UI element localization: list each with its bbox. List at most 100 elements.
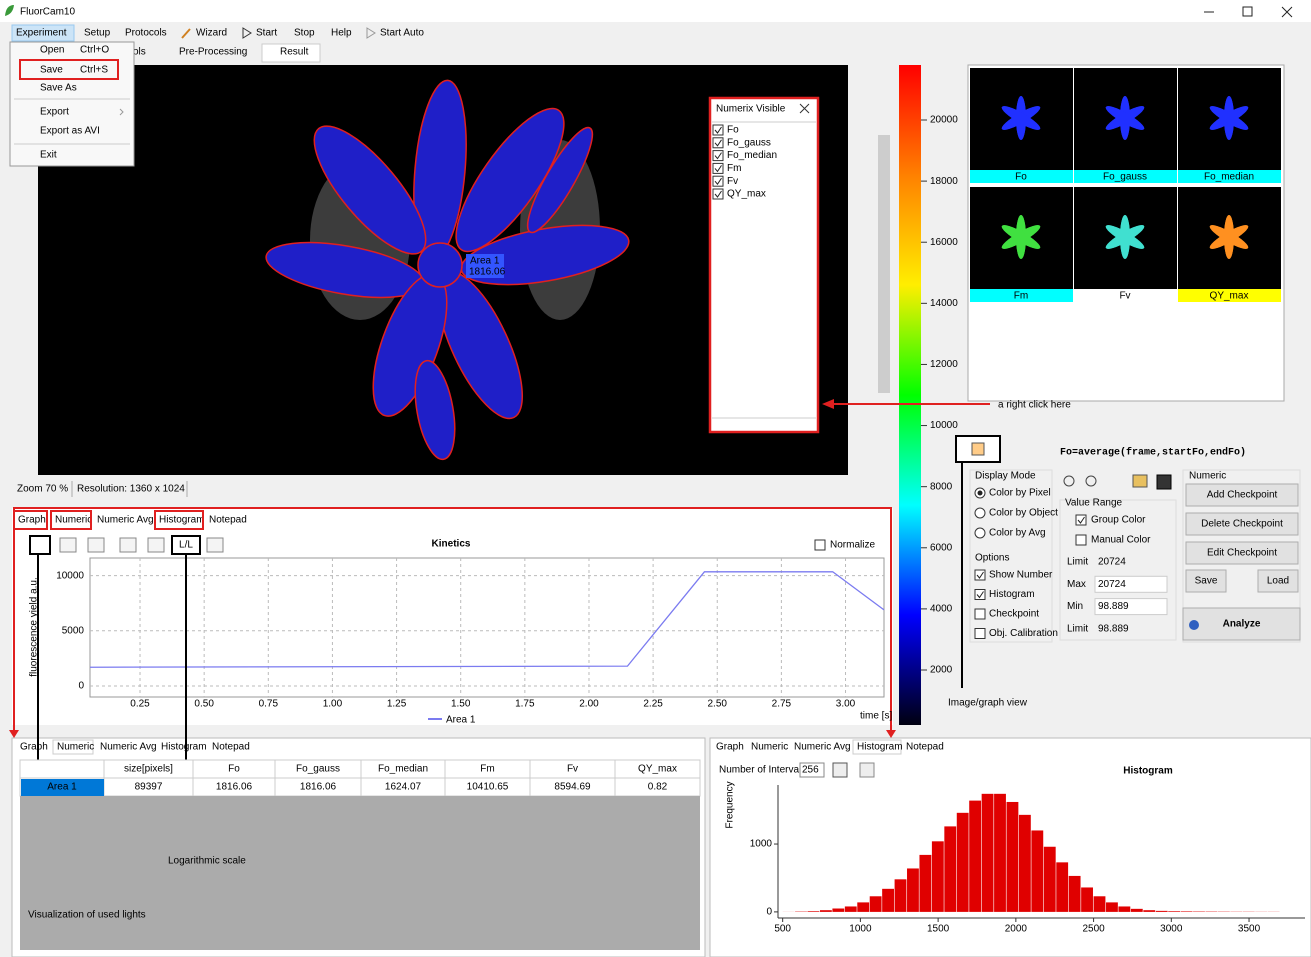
zoom-button[interactable] (1085, 475, 1097, 487)
numerix-item[interactable]: Fv (727, 176, 738, 187)
checkbox[interactable] (974, 589, 986, 600)
menu-item[interactable]: Export (40, 107, 69, 118)
radio[interactable] (974, 507, 986, 519)
menu-item[interactable]: Save As (40, 83, 77, 94)
checkbox[interactable] (974, 628, 986, 639)
group-title: Options (975, 553, 1009, 564)
open-button[interactable] (1132, 474, 1148, 488)
table-header: size[pixels] (124, 764, 173, 775)
tab[interactable]: Histogram (159, 515, 205, 526)
thumbnail-plant (1105, 225, 1145, 249)
input-field[interactable] (799, 762, 825, 778)
checkbox[interactable] (1075, 534, 1087, 546)
color-scale-tick-label: 20000 (930, 115, 958, 126)
menu-item[interactable]: Save (40, 65, 63, 76)
group-title: Value Range (1065, 498, 1123, 509)
menu-item[interactable]: Export as AVI (40, 126, 100, 137)
lights-button[interactable] (29, 535, 51, 555)
button[interactable] (1185, 512, 1299, 536)
scrollbar-thumb[interactable] (878, 135, 890, 393)
tab[interactable]: Numeric Avg (97, 515, 154, 526)
radio[interactable] (974, 527, 986, 539)
tab[interactable]: Numeric (55, 515, 92, 526)
checkbox[interactable] (712, 137, 724, 149)
table-cell: 1816.06 (300, 782, 337, 793)
numerix-item[interactable]: Fo_median (727, 150, 777, 161)
button[interactable] (1257, 569, 1299, 593)
menu-item[interactable]: Wizard (196, 28, 227, 39)
arrowhead (822, 399, 834, 409)
thumbnail-plant (1209, 106, 1249, 130)
maximize-button[interactable] (1242, 6, 1253, 17)
toolbar-button[interactable] (147, 537, 165, 553)
field-label: Limit (1067, 557, 1088, 568)
save-icon-button[interactable] (1156, 474, 1172, 490)
toolbar-button[interactable] (859, 762, 875, 778)
tab[interactable]: Pre-Processing (179, 47, 247, 58)
tab[interactable]: Graph (18, 515, 46, 526)
button[interactable] (1185, 483, 1299, 507)
checkbox[interactable] (712, 188, 724, 200)
toolbar-button[interactable] (206, 537, 224, 553)
checkbox-label: Histogram (989, 589, 1035, 600)
numerix-item[interactable]: Fo_gauss (727, 137, 771, 148)
tab[interactable]: Numeric (57, 742, 94, 753)
zoom-button[interactable] (1063, 475, 1075, 487)
menu-item[interactable]: Start Auto (380, 28, 424, 39)
menu-item[interactable]: Exit (40, 150, 57, 161)
menu-item[interactable]: Experiment (16, 28, 67, 39)
checkbox[interactable] (974, 608, 986, 620)
thumbnail-label: Fo_gauss (1103, 172, 1147, 183)
check-mark (714, 139, 722, 147)
checkbox[interactable] (712, 175, 724, 187)
color-scale-tick-label: 8000 (930, 481, 953, 492)
toolbar-button[interactable] (119, 537, 137, 553)
menu-item[interactable]: Stop (294, 28, 315, 39)
toolbar-button[interactable] (832, 762, 848, 778)
histogram-bar (869, 896, 882, 912)
numerix-item[interactable]: Fm (727, 163, 741, 174)
tab[interactable]: Numeric Avg (794, 742, 851, 753)
histogram-bar (1018, 814, 1031, 912)
checkbox-label: Checkpoint (989, 609, 1039, 620)
tab[interactable]: ols (133, 47, 146, 58)
histogram-bar (1155, 910, 1168, 912)
menu-item[interactable]: Open (40, 45, 64, 56)
numerix-item[interactable]: Fo (727, 125, 739, 136)
tab[interactable]: Graph (716, 742, 744, 753)
numerix-item[interactable]: QY_max (727, 189, 766, 200)
histogram-bar (882, 888, 894, 912)
checkbox[interactable] (712, 162, 724, 174)
menu-item[interactable]: Protocols (125, 28, 167, 39)
button[interactable] (1185, 569, 1227, 593)
tab[interactable]: Notepad (212, 742, 250, 753)
menu-item[interactable]: Setup (84, 28, 111, 39)
checkbox[interactable] (712, 124, 724, 136)
tab[interactable]: Numeric Avg (100, 742, 157, 753)
checkbox[interactable] (814, 539, 826, 551)
tab[interactable]: Histogram (161, 742, 207, 753)
tab[interactable]: Graph (20, 742, 48, 753)
thumbnail-label: Fo (1015, 172, 1027, 183)
checkbox[interactable] (712, 150, 724, 162)
button[interactable] (1182, 607, 1301, 641)
tab[interactable]: Histogram (857, 742, 903, 753)
checkbox[interactable] (974, 569, 986, 581)
field-value: 20724 (1098, 579, 1126, 590)
tab[interactable]: Notepad (906, 742, 944, 753)
table-cell: 8594.69 (554, 782, 591, 793)
checkbox-label: Manual Color (1091, 535, 1151, 546)
toolbar-button[interactable] (59, 537, 77, 553)
toolbar-button[interactable] (87, 537, 105, 553)
tab[interactable]: Numeric (751, 742, 788, 753)
app-icon (5, 5, 14, 16)
checkbox[interactable] (1075, 514, 1087, 526)
x-tick-label: 0.25 (130, 699, 150, 710)
tab[interactable]: Notepad (209, 515, 247, 526)
menu-item[interactable]: Start (256, 28, 277, 39)
x-tick-label: 1500 (927, 924, 950, 935)
button[interactable] (1185, 541, 1299, 565)
menu-item[interactable]: Help (331, 28, 352, 39)
tab[interactable]: Result (280, 47, 309, 58)
close-button[interactable] (1281, 6, 1293, 18)
